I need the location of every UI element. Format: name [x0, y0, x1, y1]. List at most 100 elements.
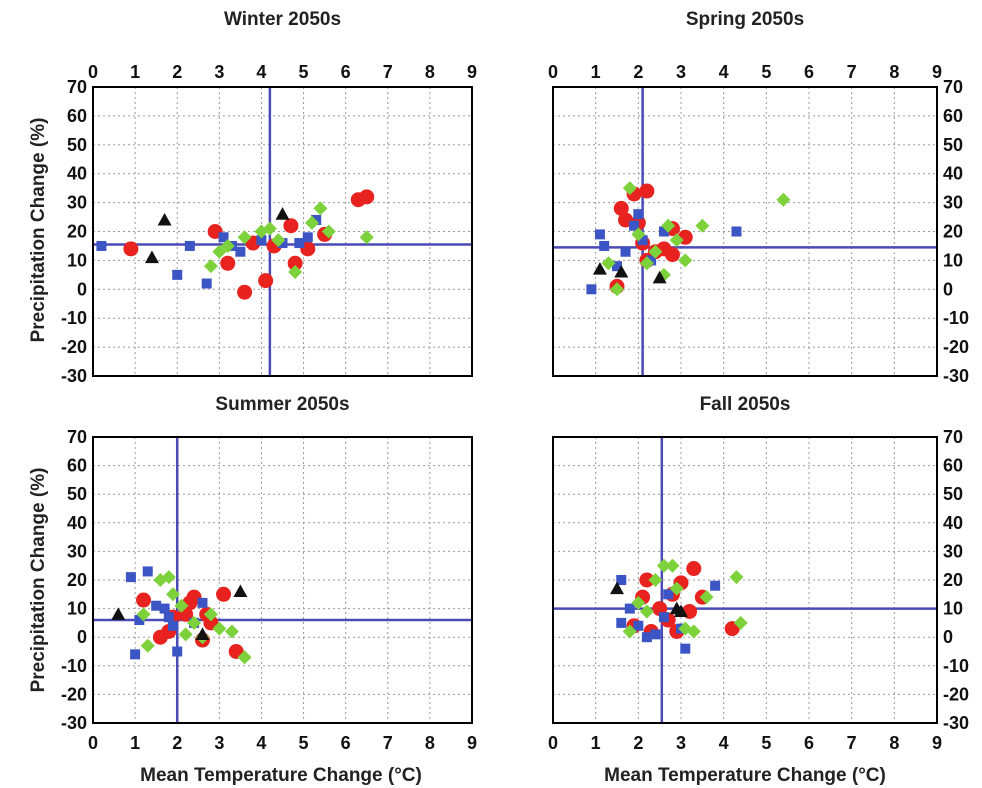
panel-1-x-tick-label: 4 [256, 62, 266, 82]
panel-3-y-tick-label: 50 [67, 484, 87, 504]
panel-1-x-tick-label: 3 [214, 62, 224, 82]
panel-2-x-tick-label: 4 [719, 62, 729, 82]
panel-2-circle-point [664, 247, 680, 263]
panel-2-y-tick-label: -20 [943, 337, 969, 357]
panel-4-diamond-point [729, 570, 744, 585]
panel-1-x-tick-label: 8 [425, 62, 435, 82]
panel-3-square-point [151, 600, 162, 611]
panel-2-diamond-point [669, 233, 684, 248]
panel-3-square-point [142, 566, 153, 577]
panel-4-diamond-point [631, 595, 646, 610]
panel-1-x-tick-label: 9 [467, 62, 477, 82]
panel-1-circle-point [220, 255, 236, 271]
panel-4-x-tick-label: 5 [761, 733, 771, 753]
panel-3-square-point [130, 649, 141, 660]
panel-4-diamond-point [656, 558, 671, 573]
panel-2-diamond-point [776, 192, 791, 207]
panel-2-diamond-point [631, 227, 646, 242]
panel-2-circle-point [639, 183, 655, 199]
panel-2-x-tick-label: 6 [804, 62, 814, 82]
panel-1-diamond-point [321, 224, 336, 239]
panel-3-diamond-point [166, 587, 181, 602]
panel-3-x-tick-label: 6 [341, 733, 351, 753]
panel-1-circle-point [237, 284, 253, 300]
panel-4-square-point [658, 612, 669, 623]
panel-2-triangle-point [652, 270, 667, 284]
panel-4-y-tick-label: 60 [943, 456, 963, 476]
panel-2-diamond-point [639, 256, 654, 271]
panel-1-circle-point [123, 241, 139, 257]
panel-4-y-tick-label: 10 [943, 599, 963, 619]
panel-2-square-point [633, 209, 644, 220]
panel-3-y-tick-label: -20 [61, 684, 87, 704]
panel-4-square-point [624, 603, 635, 614]
panel-4-x-tick-label: 1 [591, 733, 601, 753]
panel-1-y-tick-label: 40 [67, 164, 87, 184]
panel-4-y-tick-label: -10 [943, 656, 969, 676]
panel-2-y-tick-label: -30 [943, 366, 969, 386]
panel-3-y-tick-label: 30 [67, 541, 87, 561]
panel-4-square-point [650, 629, 661, 640]
data-layer [96, 181, 791, 665]
panel-2-x-tick-label: 0 [548, 62, 558, 82]
panel-2-diamond-point [601, 256, 616, 271]
panel-2-diamond-point [661, 218, 676, 233]
panel-1-square-point [201, 278, 212, 289]
panel-2-square-point [594, 229, 605, 240]
panel-4-x-tick-label: 6 [804, 733, 814, 753]
panel-1-diamond-point [288, 264, 303, 279]
panel-4-square-point [633, 620, 644, 631]
panel-3-square-point [159, 603, 170, 614]
panel-2-square-point [731, 226, 742, 237]
panel-4-frame [552, 436, 938, 724]
panel-4-y-tick-label: 40 [943, 513, 963, 533]
panel-3-diamond-point [140, 638, 155, 653]
panel-3-diamond-point [187, 615, 202, 630]
panel-4-diamond-point [665, 558, 680, 573]
panel-2-x-tick-label: 2 [633, 62, 643, 82]
panel-1-y-tick-label: 0 [77, 279, 87, 299]
panel-2-y-tick-label: 50 [943, 135, 963, 155]
panel-1-diamond-point [237, 230, 252, 245]
panel-4-circle-point [686, 561, 702, 577]
y-axis-label-bottom: Precipitation Change (%) [28, 468, 49, 693]
panel-2-square-point [658, 226, 669, 237]
panel-2-triangle-point [592, 262, 607, 275]
panel-3-circle-point [216, 586, 232, 602]
panel-1-diamond-point [304, 215, 319, 230]
panel-2-x-tick-label: 8 [889, 62, 899, 82]
panel-3-diamond-point [237, 650, 252, 665]
panel-3-y-tick-label: 60 [67, 456, 87, 476]
panel-4-y-tick-label: 20 [943, 570, 963, 590]
panel-1-triangle-point [275, 207, 290, 220]
panel-1-square-point [172, 269, 183, 280]
panel-2-y-tick-label: 20 [943, 222, 963, 242]
panel-4-diamond-point [639, 604, 654, 619]
panel-3-frame [92, 436, 473, 724]
panel-3-square-point [172, 646, 183, 657]
panel-3-triangle-point [233, 584, 248, 598]
panel-3-triangle-point [111, 607, 126, 620]
panel-2-square-point [599, 240, 610, 251]
panel-3-diamond-point [212, 621, 227, 636]
panel-1-x-tick-label: 5 [299, 62, 309, 82]
panel-3-x-tick-label: 2 [172, 733, 182, 753]
panel-3-x-tick-label: 8 [425, 733, 435, 753]
panel-1-y-tick-label: 70 [67, 77, 87, 97]
panel-3-x-tick-label: 3 [214, 733, 224, 753]
panel-2-x-tick-label: 7 [847, 62, 857, 82]
panel-3-diamond-point [136, 607, 151, 622]
panel-4-diamond-point [622, 624, 637, 639]
y-axis-label-top: Precipitation Change (%) [28, 118, 49, 343]
panel-2-y-tick-label: 30 [943, 193, 963, 213]
panel-4-diamond-point [699, 590, 714, 605]
panel-1-circle-point [283, 218, 299, 234]
panel-1-diamond-point [203, 259, 218, 274]
panel-3-diamond-point [161, 570, 176, 585]
panel-2-x-tick-label: 9 [932, 62, 942, 82]
panel-2-circle-point [613, 200, 629, 216]
panel-1-square-point [277, 238, 288, 249]
panel-2-y-tick-label: 0 [943, 279, 953, 299]
panel-1-triangle-point [157, 212, 172, 226]
panel-1-square-point [218, 232, 229, 243]
